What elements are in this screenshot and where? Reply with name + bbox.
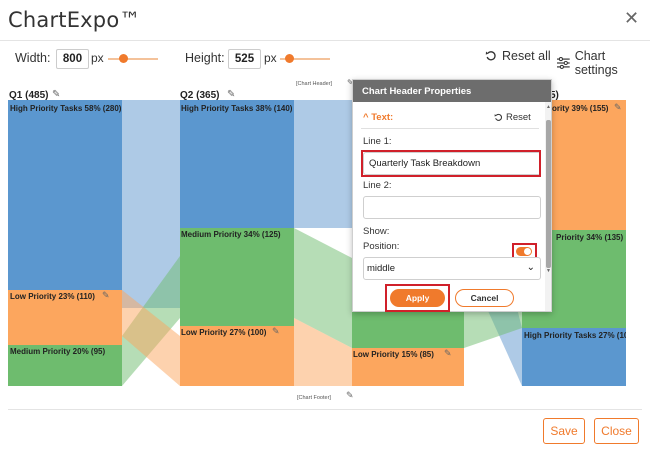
chart-header-placeholder[interactable]: [Chart Header]: [296, 81, 333, 87]
column-label-q4: 5): [550, 90, 559, 101]
node-q1-medium: [8, 345, 122, 386]
line2-label: Line 2:: [363, 180, 392, 191]
node-q3-low: [352, 348, 464, 386]
highlight-box: [361, 150, 541, 177]
apply-button[interactable]: Apply: [390, 289, 445, 307]
edit-pencil-icon[interactable]: ✎: [52, 89, 61, 100]
edit-pencil-icon[interactable]: ✎: [102, 290, 110, 300]
node-label-q4-high: High Priority Tasks 27% (10: [524, 331, 626, 340]
line1-label: Line 1:: [363, 136, 392, 147]
node-q4-high: [522, 328, 626, 386]
line2-input[interactable]: [363, 196, 541, 219]
section-divider: [361, 128, 539, 129]
close-button[interactable]: Close: [594, 418, 639, 444]
show-toggle[interactable]: [516, 247, 532, 256]
position-value: middle: [367, 263, 395, 274]
reset-all-label: Reset all: [502, 49, 551, 63]
width-input[interactable]: [56, 49, 89, 69]
show-label: Show:: [363, 226, 390, 237]
save-button[interactable]: Save: [543, 418, 585, 444]
flow-q1-low-to-q2-low: [122, 290, 180, 386]
scroll-up-icon[interactable]: ▲: [546, 104, 551, 110]
width-unit: px: [91, 51, 104, 65]
width-slider[interactable]: [108, 58, 158, 60]
text-section-label: Text:: [371, 112, 394, 123]
chart-footer-placeholder[interactable]: [Chart Footer]: [297, 395, 331, 401]
width-slider-knob[interactable]: [119, 54, 128, 63]
node-label-q2-medium: Medium Priority 34% (125): [181, 230, 281, 239]
reset-all-button[interactable]: Reset all: [485, 49, 551, 63]
node-label-q1-medium: Medium Priority 20% (95): [10, 347, 106, 356]
edit-pencil-icon[interactable]: ✎: [614, 102, 622, 112]
node-q3-medium: [352, 308, 464, 348]
reset-icon: [485, 51, 496, 61]
height-slider[interactable]: [280, 58, 330, 60]
node-q1-high: [8, 100, 122, 290]
chart-area: Q1 (485) ✎ Q2 (365) ✎ 5) [Chart Header] …: [0, 78, 650, 401]
edit-pencil-icon[interactable]: ✎: [444, 348, 452, 358]
position-label: Position:: [363, 241, 400, 252]
node-q2-high: [180, 100, 294, 228]
node-label-q4-medium: Priority 34% (135): [556, 233, 624, 242]
node-q2-medium: [180, 228, 294, 326]
cancel-button[interactable]: Cancel: [455, 289, 514, 307]
footer-divider: [8, 409, 642, 410]
height-label: Height:: [185, 51, 225, 65]
position-select[interactable]: middle ⌄: [363, 257, 541, 280]
flow-q1-high-to-q2-high: [122, 100, 180, 308]
app-title: ChartExpo™: [8, 8, 141, 32]
height-input[interactable]: [228, 49, 261, 69]
column-label-q1: Q1 (485): [9, 90, 49, 101]
node-label-q2-high: High Priority Tasks 38% (140): [181, 104, 293, 113]
chevron-down-icon: ⌄: [526, 262, 535, 273]
column-label-q2: Q2 (365): [180, 90, 220, 101]
flow-q2-medium-to-q3: [294, 228, 352, 348]
edit-pencil-icon[interactable]: ✎: [346, 390, 354, 400]
height-unit: px: [264, 51, 277, 65]
dialog-title: Chart Header Properties: [353, 80, 551, 102]
node-label-q1-high: High Priority Tasks 58% (280): [10, 104, 122, 113]
edit-pencil-icon[interactable]: ✎: [227, 89, 236, 100]
sankey-chart: [8, 100, 626, 386]
scroll-down-icon[interactable]: ▼: [546, 268, 551, 274]
node-label-q3-low: Low Priority 15% (85): [353, 350, 434, 359]
node-q2-low: [180, 326, 294, 386]
edit-pencil-icon[interactable]: ✎: [272, 326, 280, 336]
sliders-icon: [557, 57, 570, 69]
dialog-body: ^ Text: Reset Line 1: Quarterly Task Bre…: [353, 102, 545, 311]
flow-q2-low-to-q3: [294, 318, 352, 386]
text-section-toggle[interactable]: ^ Text:: [363, 112, 393, 123]
close-icon[interactable]: ✕: [624, 8, 640, 28]
header-divider: [0, 40, 650, 41]
chevron-up-icon: ^: [363, 112, 369, 123]
reset-button[interactable]: Reset: [494, 112, 531, 123]
node-q1-low: [8, 290, 122, 345]
node-label-q4-low: ority 39% (155): [552, 104, 609, 113]
chart-header-properties-dialog: Chart Header Properties ^ Text: Reset Li…: [352, 79, 552, 312]
line1-input[interactable]: Quarterly Task Breakdown: [363, 152, 541, 175]
flow-q2-high-to-q3: [294, 100, 352, 228]
reset-label: Reset: [506, 112, 531, 123]
reset-icon: [494, 113, 503, 121]
node-label-q1-low: Low Priority 23% (110): [10, 292, 95, 301]
width-label: Width:: [15, 51, 51, 65]
height-slider-knob[interactable]: [285, 54, 294, 63]
node-label-q2-low: Low Priority 27% (100): [181, 328, 267, 337]
edit-pencil-icon[interactable]: ✎: [347, 78, 354, 87]
dialog-scrollbar-thumb[interactable]: [546, 120, 551, 268]
chart-settings-label: Chart settings: [574, 49, 618, 77]
highlight-box: [385, 284, 450, 312]
chart-settings-button[interactable]: Chart settings: [557, 49, 650, 77]
